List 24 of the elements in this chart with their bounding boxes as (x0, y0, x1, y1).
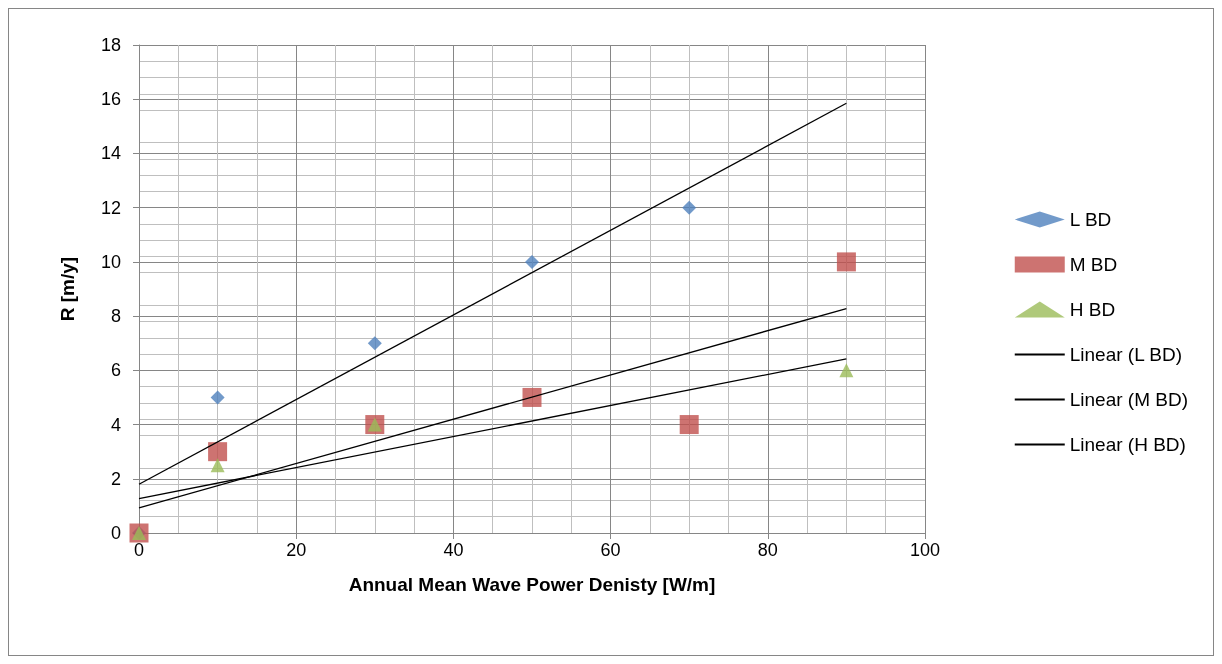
x-axis-title: Annual Mean Wave Power Denisty [W/m] (348, 574, 716, 595)
y-tick-label: 10 (100, 251, 121, 272)
y-tick-label: 4 (110, 414, 121, 435)
legend-label: M BD (1069, 254, 1118, 275)
y-tick-label: 12 (100, 197, 121, 218)
y-axis-title: R [m/y] (57, 256, 78, 322)
y-tick-label: 14 (100, 143, 121, 164)
x-tick-label: 80 (757, 540, 778, 560)
y-tick-label: 0 (110, 523, 121, 543)
legend-label: L BD (1069, 209, 1112, 230)
y-tick-label: 6 (110, 360, 121, 381)
y-tick-label: 18 (100, 35, 121, 55)
x-tick-label: 0 (133, 540, 145, 560)
legend-label: Linear (M BD) (1069, 389, 1188, 410)
x-tick-label: 20 (286, 540, 307, 560)
x-tick-label: 40 (443, 540, 464, 560)
y-tick-label: 16 (100, 89, 121, 110)
y-tick-label: 8 (110, 306, 121, 327)
y-tick-label: 2 (110, 468, 121, 489)
legend-label: H BD (1069, 299, 1116, 320)
x-tick-label: 100 (909, 540, 941, 560)
legend-label: Linear (H BD) (1069, 434, 1186, 455)
legend-label: Linear (L BD) (1069, 344, 1183, 365)
x-tick-label: 60 (600, 540, 621, 560)
